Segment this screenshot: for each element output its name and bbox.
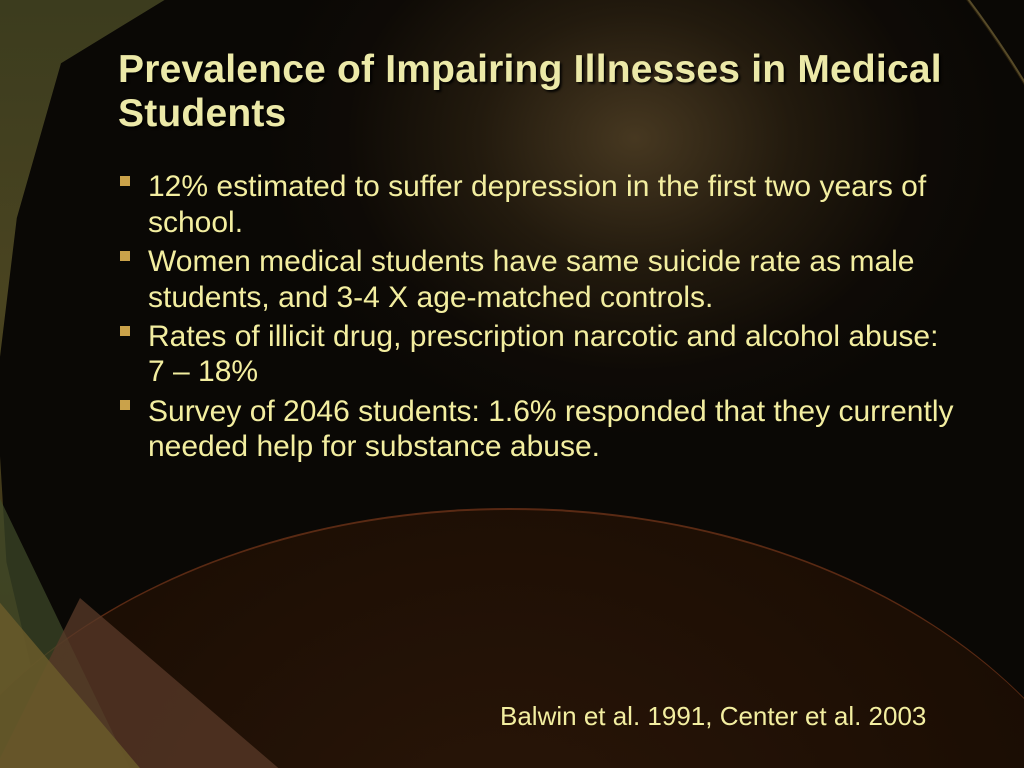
bullet-text: Rates of illicit drug, prescription narc… bbox=[148, 320, 938, 388]
bullet-square-icon bbox=[120, 251, 130, 261]
bullet-square-icon bbox=[120, 400, 130, 410]
bullet-item: Survey of 2046 students: 1.6% responded … bbox=[118, 394, 954, 465]
bullet-list: 12% estimated to suffer depression in th… bbox=[118, 169, 964, 464]
bullet-text: Women medical students have same suicide… bbox=[148, 245, 914, 313]
citation-text: Balwin et al. 1991, Center et al. 2003 bbox=[500, 701, 926, 732]
slide-content: Prevalence of Impairing Illnesses in Med… bbox=[0, 0, 1024, 768]
bullet-item: Rates of illicit drug, prescription narc… bbox=[118, 319, 954, 390]
bullet-item: Women medical students have same suicide… bbox=[118, 244, 954, 315]
bullet-item: 12% estimated to suffer depression in th… bbox=[118, 169, 954, 240]
bullet-text: Survey of 2046 students: 1.6% responded … bbox=[148, 395, 954, 463]
bullet-text: 12% estimated to suffer depression in th… bbox=[148, 170, 926, 238]
bullet-square-icon bbox=[120, 176, 130, 186]
bullet-square-icon bbox=[120, 326, 130, 336]
slide-title: Prevalence of Impairing Illnesses in Med… bbox=[118, 48, 964, 135]
